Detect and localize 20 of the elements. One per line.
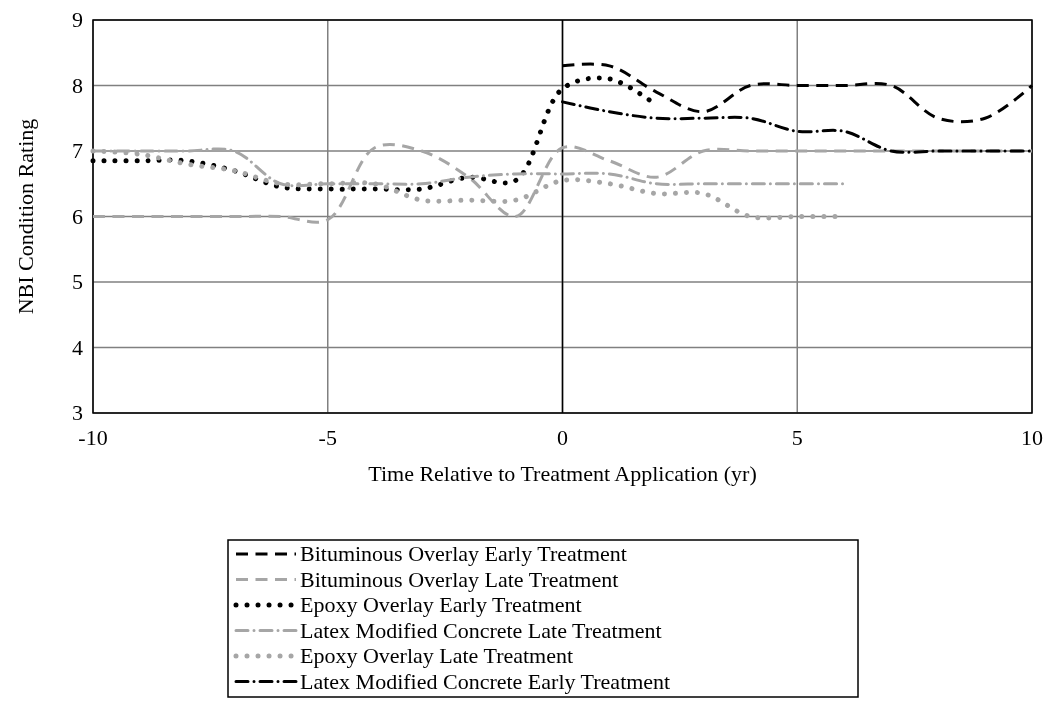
x-tick-label: -10 [78, 425, 108, 450]
y-tick-label: 6 [72, 203, 83, 229]
y-tick-label: 5 [72, 269, 83, 294]
legend-label: Epoxy Overlay Late Treatment [300, 643, 574, 668]
x-tick-label: 10 [1021, 425, 1043, 450]
legend-label: Bituminous Overlay Early Treatment [300, 541, 627, 566]
legend-label: Epoxy Overlay Early Treatment [300, 592, 582, 617]
y-tick-label: 4 [72, 334, 83, 360]
x-tick-label: -5 [318, 425, 337, 450]
y-tick-label: 8 [72, 72, 83, 98]
y-tick-label: 3 [72, 400, 83, 425]
x-tick-label: 5 [791, 425, 803, 450]
y-axis-title: NBI Condition Rating [13, 118, 38, 315]
legend-label: Latex Modified Concrete Late Treatment [300, 617, 662, 643]
y-tick-label: 7 [72, 138, 83, 163]
x-tick-label: 0 [557, 425, 568, 450]
legend-label: Bituminous Overlay Late Treatment [300, 566, 619, 592]
x-axis-title: Time Relative to Treatment Application (yr) [368, 461, 757, 486]
y-tick-label: 9 [72, 7, 83, 32]
legend-label: Latex Modified Concrete Early Treatment [300, 668, 671, 694]
